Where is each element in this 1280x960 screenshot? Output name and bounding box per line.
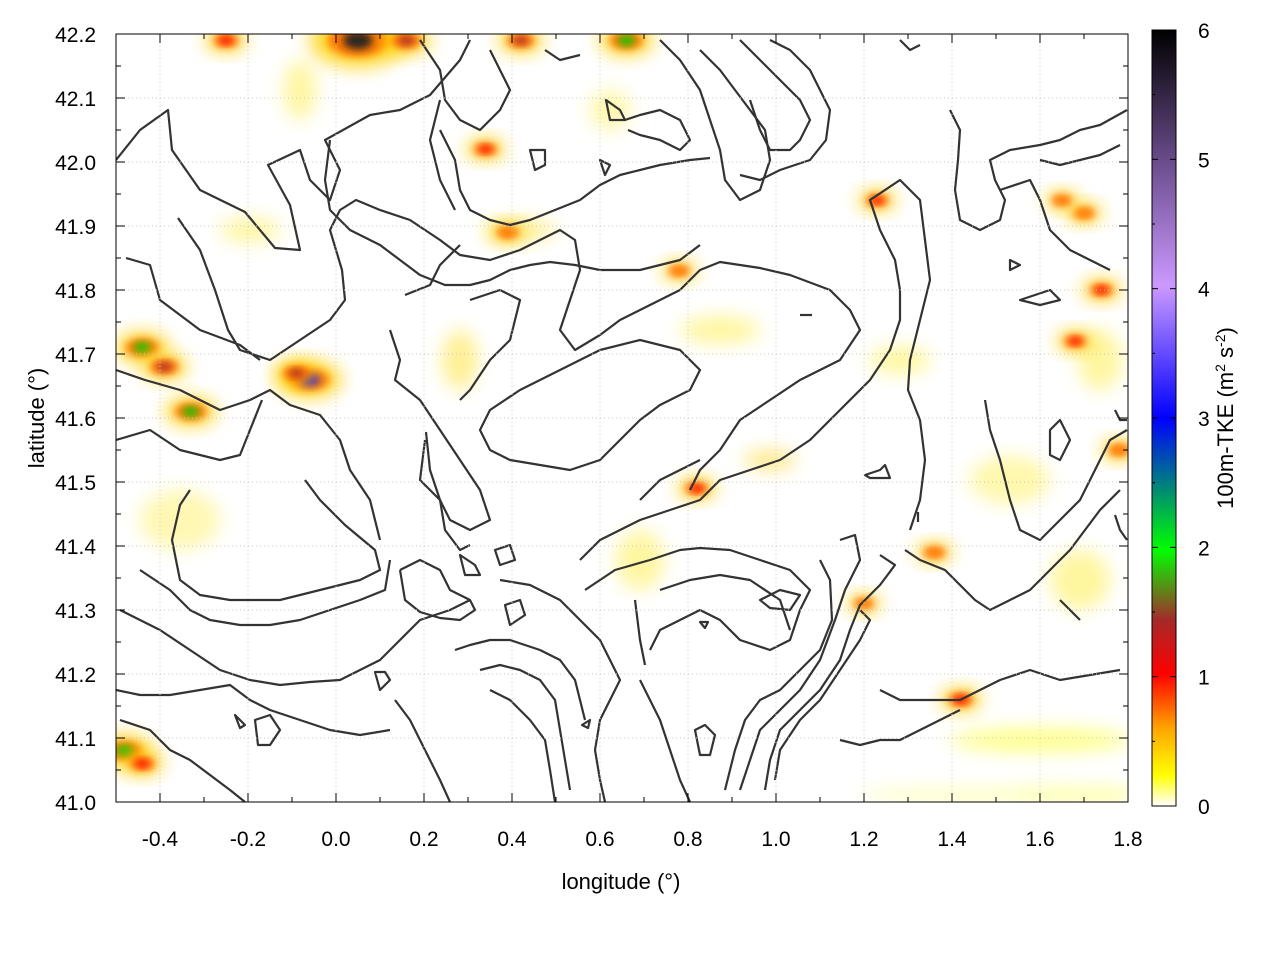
- tke-hotspot: [466, 138, 505, 160]
- y-tick-label: 41.0: [55, 792, 96, 815]
- tke-hotspot: [121, 752, 163, 776]
- y-tick-label: 42.0: [55, 152, 96, 175]
- y-tick-label: 41.5: [55, 472, 96, 495]
- tke-hotspot: [141, 353, 188, 380]
- colorbar-tick-label: 6: [1198, 20, 1210, 43]
- tke-hotspot: [274, 360, 319, 386]
- x-tick-label: 0.8: [673, 828, 702, 851]
- tke-hotspot: [310, 34, 406, 68]
- colorbar-ticks: 0 1 2 3 4 5 6: [1152, 20, 1210, 819]
- tke-hotspot: [1101, 439, 1128, 461]
- tke-hotspot: [847, 594, 881, 613]
- colorbar-tick-label: 4: [1198, 279, 1210, 302]
- x-axis: -0.4 -0.2 0.0 0.2 0.4 0.6 0.8 1.0 1.2 1.4 1.6 1.8: [115, 34, 1143, 851]
- colorbar-label: 100m-TKE (m2 s-2): [1212, 327, 1238, 509]
- tke-hotspot: [661, 261, 697, 281]
- x-tick-label: 1.8: [1113, 828, 1142, 851]
- tke-hotspot: [599, 34, 654, 56]
- tke-hotspot: [1066, 203, 1102, 224]
- x-tick-label: 1.6: [1025, 828, 1054, 851]
- tke-hotspot: [1056, 330, 1094, 352]
- y-tick-label: 41.6: [55, 408, 96, 431]
- x-tick-label: -0.2: [230, 828, 266, 851]
- y-tick-label: 41.7: [55, 344, 96, 367]
- colorbar-tick-label: 3: [1198, 408, 1210, 431]
- x-tick-label: 1.0: [761, 828, 790, 851]
- y-axis: 41.0 41.1 41.2 41.3 41.4 41.5 41.6 41.7 41.8 41.9…: [55, 24, 1128, 815]
- x-tick-label: -0.4: [142, 828, 179, 851]
- x-tick-label: 1.4: [937, 828, 967, 851]
- tke-hotspot: [382, 34, 431, 55]
- tke-hotspot: [498, 34, 544, 53]
- x-axis-label: longitude (°): [562, 869, 681, 894]
- colorbar-tick-label: 0: [1198, 796, 1210, 819]
- colorbar-tick-label: 1: [1198, 667, 1210, 690]
- y-tick-label: 41.4: [55, 536, 96, 559]
- y-tick-label: 41.8: [55, 280, 96, 303]
- y-tick-label: 41.9: [55, 216, 96, 239]
- tke-hotspot: [1082, 279, 1121, 301]
- y-tick-label: 41.1: [55, 728, 96, 751]
- y-tick-label: 41.2: [55, 664, 96, 687]
- y-axis-label: latitude (°): [24, 368, 49, 469]
- colorbar-tick-label: 5: [1198, 149, 1210, 172]
- tke-hotspot: [858, 189, 896, 211]
- y-tick-label: 42.2: [55, 24, 96, 47]
- x-tick-label: 0.0: [321, 828, 350, 851]
- y-tick-label: 42.1: [55, 88, 96, 111]
- colorbar-tick-label: 2: [1198, 537, 1210, 560]
- tke-hotspot: [205, 34, 247, 52]
- x-tick-label: 1.2: [849, 828, 878, 851]
- tke-hotspot: [165, 397, 217, 426]
- y-tick-label: 41.3: [55, 600, 96, 623]
- tke-hotspot: [1045, 191, 1079, 210]
- x-tick-label: 0.2: [409, 828, 438, 851]
- tke-hotspot: [489, 222, 526, 243]
- x-tick-label: 0.6: [585, 828, 614, 851]
- tke-hotspot: [916, 542, 953, 563]
- x-tick-label: 0.4: [497, 828, 527, 851]
- contour-lines: [116, 39, 1128, 802]
